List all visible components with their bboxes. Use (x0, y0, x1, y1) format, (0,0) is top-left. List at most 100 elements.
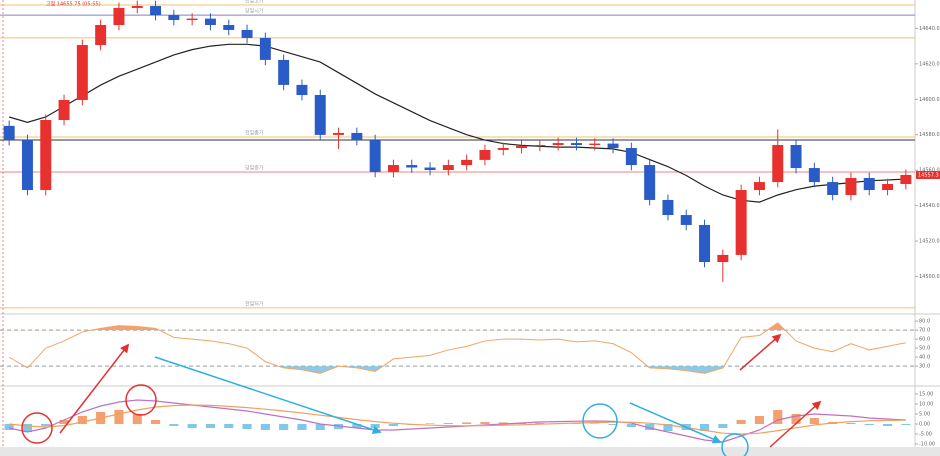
candle-body (3, 125, 15, 141)
candle-body (735, 190, 747, 255)
y-tick-label: 14640.0 (919, 26, 940, 32)
y-tick-label: 15.00 (919, 392, 933, 398)
candle-body (534, 145, 546, 147)
circle-annotation (582, 403, 618, 439)
arrow-annotation (769, 400, 822, 448)
candle-body (570, 143, 582, 146)
histogram-bar (41, 424, 51, 426)
level-label: 전일종가 (245, 130, 264, 137)
histogram-bar (279, 424, 289, 430)
candle-body (863, 177, 875, 191)
histogram-bar (242, 424, 252, 429)
candle-body (680, 215, 692, 225)
candle-body (882, 184, 894, 191)
candle-body (40, 120, 52, 191)
last-price-label: 14557.3 (918, 172, 939, 178)
histogram-bar (699, 424, 710, 431)
circle-annotation (21, 412, 53, 444)
y-tick-label: 14520.0 (919, 239, 940, 245)
histogram-bar (480, 422, 490, 424)
macd-line (9, 399, 906, 443)
rsi-line (8, 322, 906, 374)
histogram-bar (626, 424, 636, 427)
circle-annotation (721, 433, 749, 456)
histogram-bar (791, 414, 801, 424)
candle-body (552, 143, 564, 146)
histogram-bar (370, 424, 380, 428)
histogram-bar (443, 423, 453, 424)
candle-body (186, 18, 198, 21)
y-tick-label: 50.0 (919, 346, 930, 352)
candle-body (461, 159, 473, 166)
y-tick-label: 60.0 (919, 337, 930, 343)
histogram-bar (114, 410, 124, 424)
candle-body (827, 182, 839, 195)
candle-body (21, 140, 33, 191)
histogram-bar (352, 424, 362, 428)
histogram-bar (59, 420, 69, 424)
histogram-bar (297, 424, 307, 430)
histogram-bar (498, 422, 508, 424)
histogram-bar (150, 420, 161, 424)
candle-body (699, 224, 711, 263)
y-tick-label: 80.0 (919, 319, 930, 325)
candle-body (351, 132, 363, 141)
candle-body (662, 199, 674, 216)
y-tick-label: 14620.0 (919, 61, 940, 67)
histogram-bar (22, 424, 33, 432)
histogram-bar (425, 423, 435, 424)
candle-body (58, 99, 70, 121)
candle-body (607, 143, 619, 149)
candle-body (95, 24, 107, 46)
arrow-annotation (59, 343, 130, 434)
candle-body (241, 29, 253, 38)
histogram-bar (736, 420, 746, 424)
histogram-bar (462, 422, 472, 424)
moving-average (8, 43, 906, 203)
y-tick-label: 10.00 (919, 402, 933, 408)
candle-body (333, 132, 345, 135)
y-tick-label: 5.00 (919, 412, 930, 418)
bottom-strip (0, 447, 940, 456)
candle-body (845, 177, 857, 195)
candle-body (644, 165, 656, 200)
histogram-bar (809, 418, 819, 424)
level-label: 당일시가 (245, 8, 264, 15)
candle-body (516, 145, 528, 149)
histogram-bar (315, 424, 325, 430)
candle-body (589, 143, 601, 146)
candle-body (168, 15, 180, 21)
y-tick-label: 14560.0 (919, 168, 940, 174)
candle-body (223, 24, 235, 30)
histogram-bar (169, 424, 179, 426)
histogram-bar (901, 424, 911, 425)
candle-body (772, 145, 784, 183)
arrow-annotation (739, 333, 782, 371)
histogram-bar (773, 410, 783, 424)
candle-body (625, 148, 637, 166)
histogram-bar (77, 416, 87, 424)
histogram-bar (864, 424, 874, 425)
candle-body (497, 148, 509, 150)
level-label: 당일중가 (245, 164, 264, 171)
high-annotation: 고점 14655.75 (05:55) (46, 1, 101, 8)
candle-body (204, 18, 216, 25)
y-tick-label: -10.00 (919, 442, 935, 448)
candle-body (259, 37, 271, 60)
y-tick-label: -5.00 (919, 432, 932, 438)
histogram-bar (260, 424, 270, 430)
y-tick-label: 14500.0 (919, 274, 940, 280)
histogram-bar (187, 424, 197, 428)
histogram-bar (132, 414, 142, 424)
histogram-bar (754, 416, 765, 424)
histogram-bar (608, 424, 618, 425)
arrow-annotation (154, 356, 382, 434)
histogram-bar (4, 424, 14, 430)
circle-annotation (125, 384, 157, 416)
arrow-annotation (629, 402, 722, 444)
candle-body (790, 145, 802, 169)
candle-body (442, 165, 454, 171)
